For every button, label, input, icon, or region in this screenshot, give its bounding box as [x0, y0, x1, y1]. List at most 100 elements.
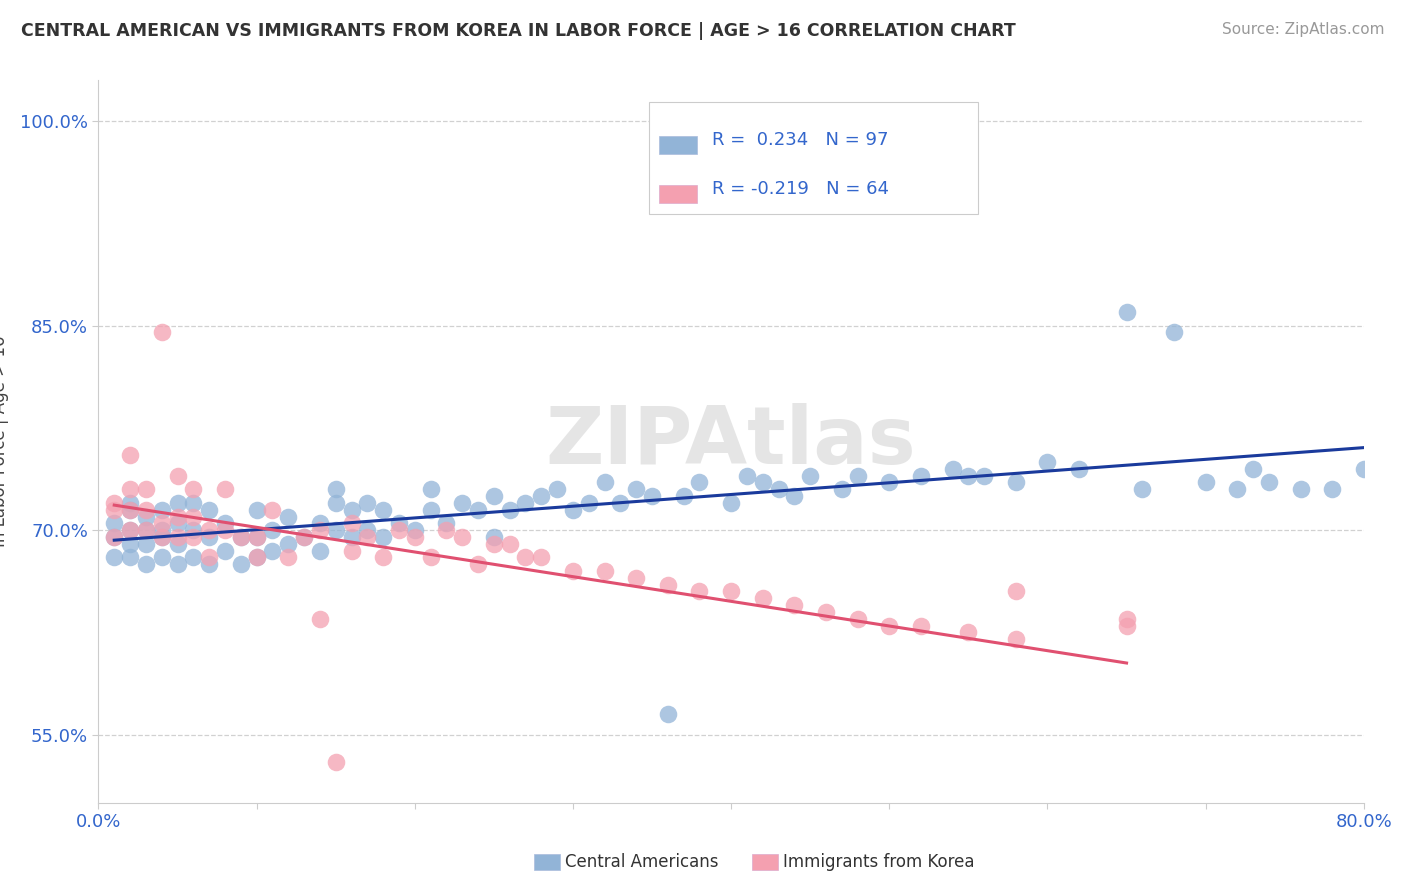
Point	[262, 502, 284, 516]
Point	[846, 468, 869, 483]
Point	[1226, 482, 1249, 496]
Point	[467, 558, 489, 572]
Point	[814, 605, 837, 619]
Point	[183, 496, 205, 510]
Point	[419, 502, 441, 516]
Point	[419, 482, 441, 496]
Point	[166, 530, 188, 544]
Point	[325, 496, 347, 510]
Point	[120, 502, 141, 516]
Point	[1115, 612, 1137, 626]
Point	[277, 509, 299, 524]
Point	[1257, 475, 1279, 490]
Point	[1067, 462, 1090, 476]
Point	[1163, 326, 1185, 340]
Point	[214, 516, 236, 531]
Point	[530, 550, 553, 565]
Point	[371, 550, 394, 565]
Point	[135, 558, 157, 572]
Point	[135, 523, 157, 537]
Point	[340, 530, 363, 544]
Point	[356, 530, 378, 544]
Point	[166, 509, 188, 524]
Text: R = -0.219   N = 64: R = -0.219 N = 64	[711, 179, 889, 198]
Point	[120, 523, 141, 537]
Point	[515, 496, 537, 510]
Point	[103, 530, 125, 544]
Point	[150, 326, 173, 340]
Point	[1036, 455, 1059, 469]
Point	[246, 550, 269, 565]
Point	[846, 612, 869, 626]
Point	[150, 502, 173, 516]
Point	[277, 537, 299, 551]
Point	[120, 502, 141, 516]
Point	[135, 537, 157, 551]
Point	[183, 482, 205, 496]
Point	[593, 475, 616, 490]
Point	[120, 537, 141, 551]
Point	[166, 468, 188, 483]
Point	[135, 523, 157, 537]
Point	[309, 612, 332, 626]
Point	[1289, 482, 1312, 496]
Point	[371, 502, 394, 516]
Point	[183, 523, 205, 537]
Point	[877, 475, 900, 490]
Bar	[648, 102, 979, 214]
Point	[783, 598, 806, 612]
Point	[467, 502, 489, 516]
Point	[371, 530, 394, 544]
Point	[957, 625, 980, 640]
Point	[120, 482, 141, 496]
Point	[150, 516, 173, 531]
Point	[1115, 305, 1137, 319]
Point	[451, 496, 474, 510]
Point	[229, 558, 252, 572]
Text: Source: ZipAtlas.com: Source: ZipAtlas.com	[1222, 22, 1385, 37]
Point	[657, 577, 679, 591]
Point	[735, 468, 758, 483]
Point	[120, 550, 141, 565]
Point	[404, 530, 426, 544]
Point	[120, 523, 141, 537]
Point	[530, 489, 553, 503]
Point	[229, 530, 252, 544]
Point	[957, 468, 980, 483]
Point	[720, 584, 742, 599]
Point	[1004, 632, 1026, 647]
Point	[561, 502, 585, 516]
Point	[198, 550, 221, 565]
Point	[214, 543, 236, 558]
Point	[877, 618, 900, 632]
Point	[166, 558, 188, 572]
Text: ZIPAtlas: ZIPAtlas	[546, 402, 917, 481]
Point	[436, 523, 458, 537]
Point	[609, 496, 631, 510]
Point	[688, 584, 710, 599]
Point	[561, 564, 585, 578]
Point	[688, 475, 710, 490]
Point	[309, 523, 332, 537]
Point	[103, 530, 125, 544]
Point	[498, 537, 520, 551]
Point	[1004, 475, 1026, 490]
Point	[1241, 462, 1264, 476]
Point	[482, 489, 505, 503]
Point	[214, 482, 236, 496]
Point	[309, 543, 332, 558]
Point	[198, 502, 221, 516]
Point	[578, 496, 600, 510]
Point	[150, 530, 173, 544]
Point	[183, 550, 205, 565]
Point	[388, 523, 411, 537]
Point	[198, 558, 221, 572]
Point	[482, 530, 505, 544]
Point	[103, 550, 125, 565]
Point	[246, 530, 269, 544]
Point	[198, 523, 221, 537]
Point	[1004, 584, 1026, 599]
Point	[198, 530, 221, 544]
Point	[973, 468, 995, 483]
Point	[799, 468, 821, 483]
